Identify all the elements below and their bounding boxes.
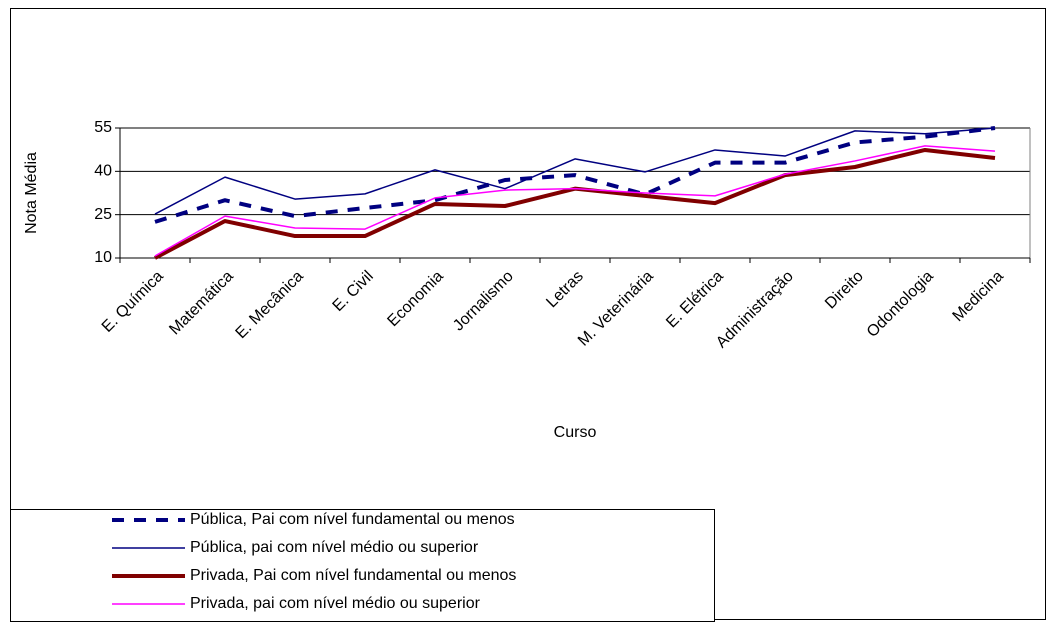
legend-label: Privada, pai com nível médio ou superior [190,595,481,612]
legend-label: Privada, Pai com nível fundamental ou me… [190,567,516,584]
legend-label: Pública, Pai com nível fundamental ou me… [190,511,515,528]
y-tick-label: 55 [94,119,112,136]
x-axis-label: Curso [554,424,597,441]
y-tick-label: 10 [94,249,112,266]
legend-label: Pública, pai com nível médio ou superior [190,539,479,556]
y-tick-label: 40 [94,163,112,180]
series-line [154,126,996,224]
y-tick-label: 25 [94,206,112,223]
series-line [154,127,996,215]
series-line [154,145,996,257]
legend-box [10,509,715,622]
y-axis-label: Nota Média [23,152,40,234]
